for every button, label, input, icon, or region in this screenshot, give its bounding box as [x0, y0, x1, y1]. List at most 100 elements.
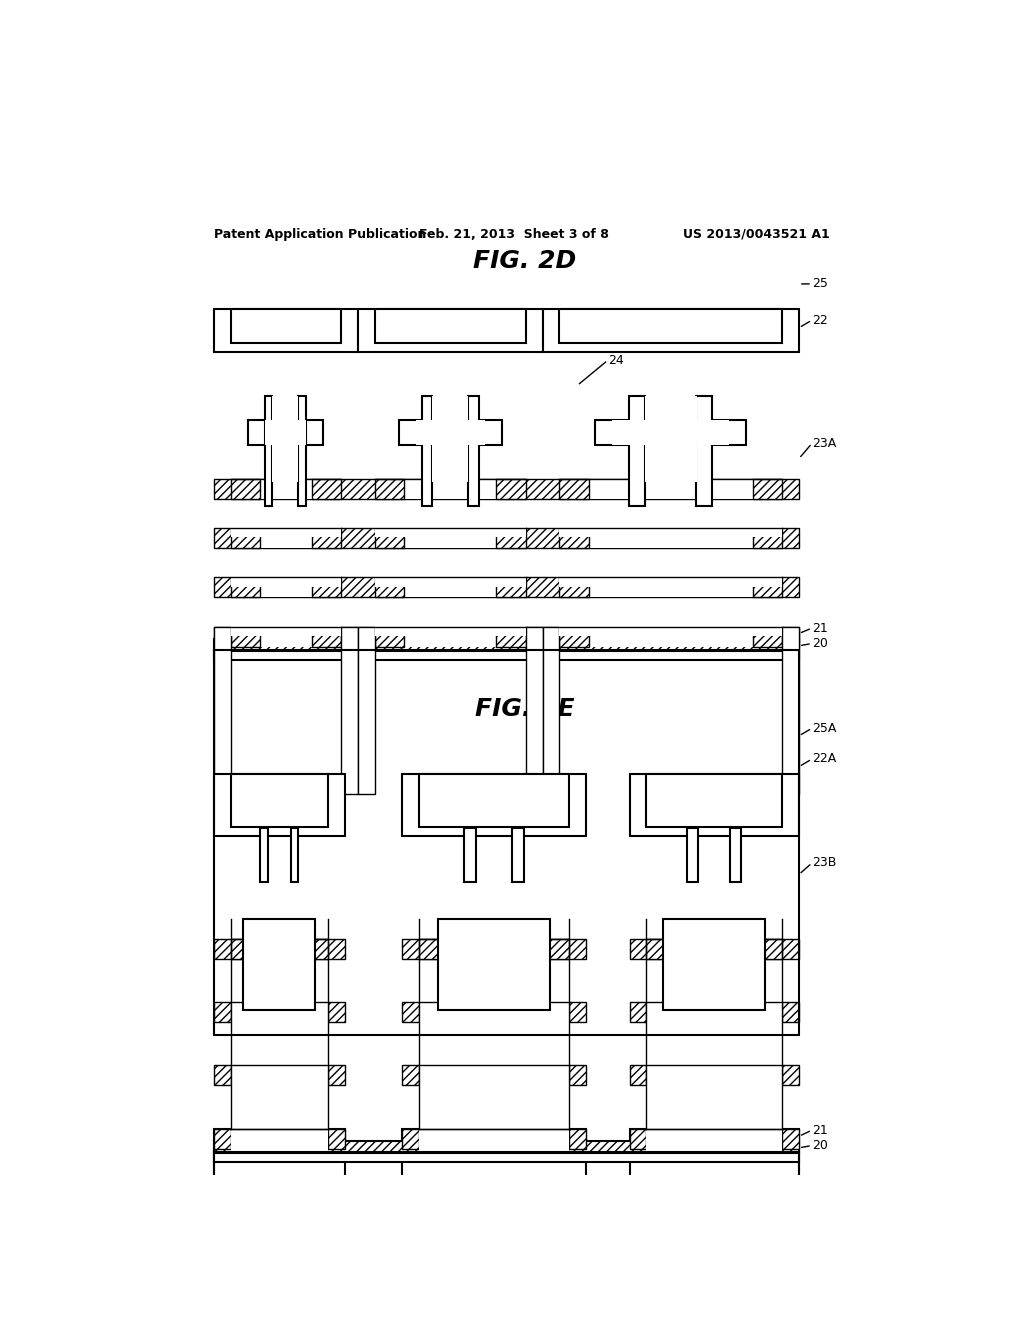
Bar	[559, 627, 589, 647]
Bar	[214, 940, 345, 960]
Bar	[646, 1002, 693, 1022]
Bar	[375, 577, 403, 598]
Bar	[559, 309, 782, 343]
Bar	[375, 627, 403, 647]
Bar	[375, 557, 525, 586]
Bar	[230, 1129, 264, 1148]
Bar	[646, 775, 782, 826]
Bar	[559, 528, 782, 548]
Bar	[230, 479, 341, 499]
Bar	[438, 919, 550, 1010]
Text: 21: 21	[812, 622, 827, 635]
Bar	[630, 1002, 799, 1022]
Bar	[735, 1065, 782, 1085]
Bar	[357, 627, 375, 795]
Bar	[646, 1065, 693, 1085]
Text: 22: 22	[812, 314, 827, 326]
Bar	[214, 1151, 799, 1163]
Bar	[230, 627, 341, 647]
Bar	[375, 528, 403, 548]
Bar	[419, 1002, 472, 1022]
Bar	[375, 528, 525, 548]
Bar	[311, 577, 341, 598]
Text: 20: 20	[812, 1139, 827, 1152]
Bar	[646, 1129, 782, 1148]
Bar	[695, 396, 712, 507]
Bar	[214, 639, 799, 651]
Bar	[646, 940, 782, 960]
Bar	[230, 940, 328, 960]
Bar	[402, 1002, 587, 1022]
Bar	[782, 627, 799, 795]
Bar	[559, 508, 782, 537]
Bar	[230, 479, 260, 499]
Bar	[402, 775, 587, 836]
Bar	[214, 627, 799, 647]
Bar	[419, 1065, 472, 1085]
Bar	[630, 1129, 799, 1148]
Text: Feb. 21, 2013  Sheet 3 of 8: Feb. 21, 2013 Sheet 3 of 8	[419, 227, 609, 240]
Bar	[419, 940, 472, 960]
Text: 21: 21	[812, 1123, 827, 1137]
Bar	[646, 1129, 693, 1148]
Bar	[230, 309, 341, 343]
Bar	[753, 528, 782, 548]
Text: FIG. 2D: FIG. 2D	[473, 249, 577, 273]
Bar	[243, 919, 315, 1010]
Bar	[559, 577, 782, 598]
Bar	[559, 607, 782, 636]
Bar	[402, 1129, 587, 1320]
Bar	[753, 577, 782, 598]
Text: 24: 24	[608, 354, 624, 367]
Bar	[214, 479, 799, 499]
Bar	[419, 982, 569, 1026]
Bar	[543, 309, 799, 352]
Bar	[630, 1065, 799, 1085]
Bar	[419, 1129, 569, 1148]
Bar	[416, 420, 484, 445]
Bar	[311, 627, 341, 647]
Bar	[214, 309, 357, 352]
Bar	[559, 627, 782, 647]
Bar	[230, 940, 264, 960]
Bar	[512, 829, 524, 882]
Bar	[375, 479, 403, 499]
Bar	[375, 479, 525, 499]
Bar	[214, 1065, 345, 1085]
Bar	[419, 775, 569, 826]
Bar	[735, 1129, 782, 1148]
Bar	[214, 1140, 799, 1154]
Bar	[735, 940, 782, 960]
Bar	[559, 479, 589, 499]
Bar	[298, 396, 306, 507]
Bar	[419, 940, 569, 960]
Bar	[230, 1045, 328, 1089]
Bar	[214, 577, 799, 598]
Bar	[497, 528, 525, 548]
Bar	[265, 420, 306, 445]
Bar	[230, 775, 328, 826]
Bar	[525, 627, 543, 795]
Bar	[630, 940, 799, 960]
Bar	[630, 775, 799, 836]
Text: FIG. 2E: FIG. 2E	[475, 697, 574, 722]
Bar	[230, 1002, 264, 1022]
Bar	[214, 649, 799, 1035]
Bar	[419, 1065, 569, 1085]
Bar	[230, 627, 260, 647]
Bar	[230, 1002, 328, 1022]
Bar	[230, 1065, 328, 1085]
Text: Patent Application Publication: Patent Application Publication	[214, 227, 426, 240]
Bar	[230, 508, 341, 537]
Bar	[399, 420, 502, 445]
Bar	[341, 627, 357, 795]
Bar	[422, 396, 432, 507]
Bar	[611, 420, 729, 445]
Bar	[468, 396, 478, 507]
Bar	[260, 829, 267, 882]
Bar	[646, 1109, 782, 1151]
Bar	[419, 1109, 569, 1151]
Bar	[294, 940, 328, 960]
Bar	[294, 1002, 328, 1022]
Bar	[402, 940, 587, 960]
